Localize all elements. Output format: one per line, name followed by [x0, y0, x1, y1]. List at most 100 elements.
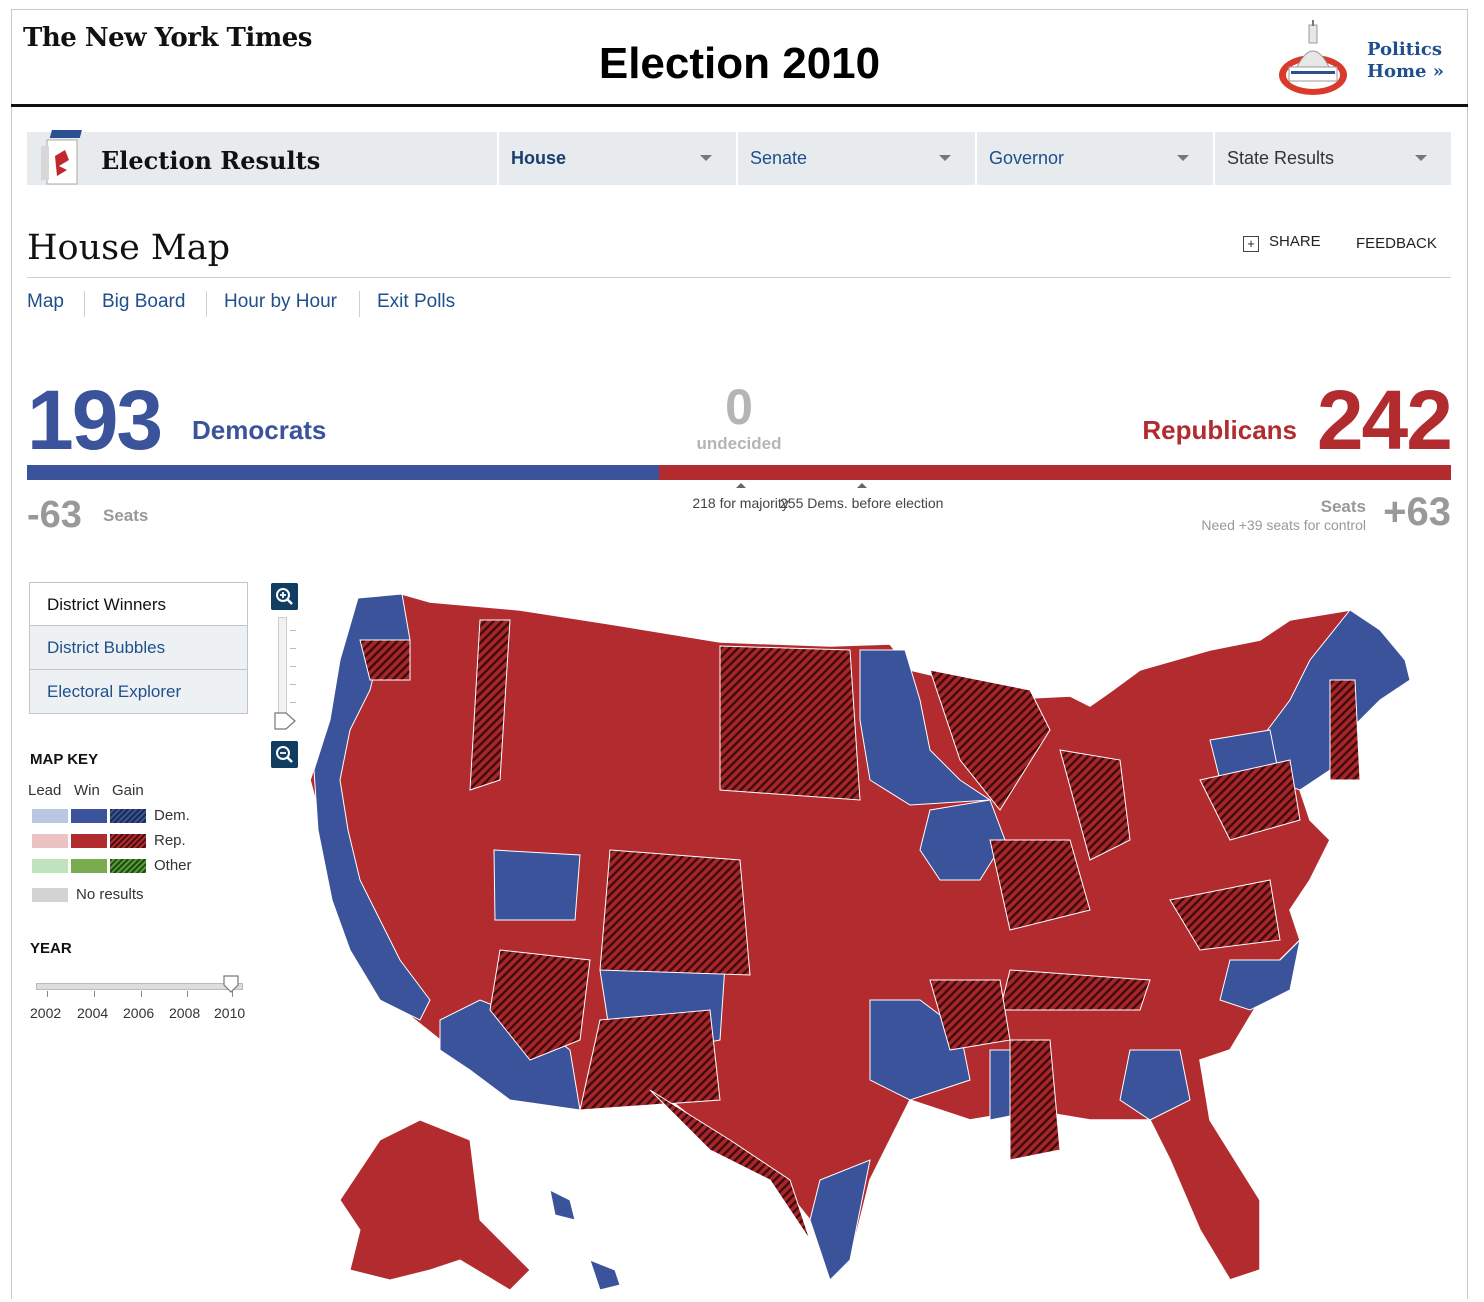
key-col-lead: Lead	[28, 782, 62, 799]
year-label-2002[interactable]: 2002	[30, 1005, 62, 1021]
subnav-map[interactable]: Map	[27, 291, 64, 312]
page-frame	[11, 9, 1468, 1299]
year-tick	[232, 991, 233, 997]
view-electoral-explorer[interactable]: Electoral Explorer	[29, 670, 248, 714]
politics-home-link[interactable]: Politics Home »	[1367, 39, 1444, 83]
subnav-hour-by-hour[interactable]: Hour by Hour	[224, 291, 337, 312]
district-region-rep-gain-north-plains	[719, 645, 861, 801]
capitol-icon[interactable]	[1275, 17, 1351, 97]
year-slider-thumb[interactable]	[223, 975, 239, 993]
dem-seat-count: 193	[27, 373, 163, 467]
key-dem-win-swatch	[71, 809, 107, 823]
district-region-rep-gain-arizona	[489, 949, 591, 1061]
key-rep-gain-swatch	[110, 834, 146, 848]
seat-bar-rep	[658, 465, 1451, 480]
year-label-2008[interactable]: 2008	[169, 1005, 201, 1021]
map-key-title: MAP KEY	[30, 751, 99, 768]
year-tick	[141, 991, 142, 997]
year-tick	[94, 991, 95, 997]
feedback-button[interactable]: FEEDBACK	[1356, 235, 1437, 252]
seat-balance-bar	[27, 465, 1451, 480]
tab-senate-label: Senate	[750, 148, 808, 168]
key-rep-lead-swatch	[32, 834, 68, 848]
district-region-rep-gain-wisconsin	[929, 669, 1051, 811]
year-slider-track[interactable]	[36, 983, 243, 990]
key-dem-label: Dem.	[154, 807, 190, 824]
plus-box-icon: +	[1243, 236, 1259, 252]
chevron-down-icon	[939, 155, 951, 161]
alaska	[339, 1119, 531, 1291]
politics-link-line2[interactable]: Home »	[1367, 61, 1445, 82]
tab-governor-label: Governor	[989, 148, 1065, 168]
tab-governor[interactable]: Governor	[975, 132, 1213, 185]
zoom-tick	[290, 648, 296, 649]
rep-need-text: Need +39 seats for control	[1201, 517, 1366, 533]
us-house-district-map[interactable]	[270, 580, 1470, 1300]
zoom-slider-thumb[interactable]	[274, 712, 296, 730]
rep-seats-label: Seats	[1320, 497, 1366, 516]
majority-text: 218 for majority	[692, 495, 789, 511]
key-dem-gain-swatch	[110, 809, 146, 823]
rep-label: Republicans	[1142, 415, 1297, 445]
year-tick	[47, 991, 48, 997]
politics-link-line1[interactable]: Politics	[1367, 39, 1442, 60]
map-view-list: District Winners District Bubbles Electo…	[29, 582, 248, 714]
view-district-bubbles[interactable]: District Bubbles	[29, 626, 248, 670]
subnav-divider	[84, 291, 85, 317]
district-region-dem-carolinas	[1219, 938, 1301, 1011]
subnav-big-board[interactable]: Big Board	[102, 291, 186, 312]
district-region-rep-gain-tennessee	[999, 969, 1151, 1011]
title-divider	[27, 277, 1451, 278]
tab-house-label: House	[511, 148, 567, 168]
share-label: SHARE	[1269, 233, 1321, 250]
election-results-title[interactable]: Election Results	[101, 146, 321, 175]
district-region-rep-gain-colorado	[599, 849, 751, 976]
key-other-lead-swatch	[32, 859, 68, 873]
undecided-count: 0	[725, 379, 753, 435]
tab-house[interactable]: House	[497, 132, 736, 185]
tab-state-results[interactable]: State Results	[1213, 132, 1451, 185]
district-region-dem-hawaii	[589, 1259, 621, 1291]
share-button[interactable]: + SHARE	[1243, 233, 1321, 252]
nyt-logo[interactable]: The New York Times	[23, 23, 312, 53]
district-region-rep-gain-mississippi	[1009, 1039, 1061, 1161]
year-label-2004[interactable]: 2004	[77, 1005, 109, 1021]
district-region-dem-mountain	[493, 849, 581, 921]
dem-seats-label: Seats	[103, 506, 149, 525]
district-region-rep-gain-ohio-valley	[989, 839, 1091, 931]
key-other-gain-swatch	[110, 859, 146, 873]
year-label-2006[interactable]: 2006	[123, 1005, 155, 1021]
view-district-winners[interactable]: District Winners	[29, 582, 248, 626]
edition-title: Election 2010	[598, 39, 881, 88]
key-col-gain: Gain	[112, 782, 144, 799]
tab-state-results-label: State Results	[1227, 148, 1335, 168]
tab-senate[interactable]: Senate	[736, 132, 975, 185]
district-region-dem-southeast	[1119, 1049, 1191, 1121]
year-tick	[187, 991, 188, 997]
zoom-out-icon[interactable]	[271, 741, 298, 768]
key-dem-lead-swatch	[32, 809, 68, 823]
subnav-exit-polls[interactable]: Exit Polls	[377, 291, 456, 312]
district-region-dem-lower-texas	[809, 1159, 871, 1281]
key-other-win-swatch	[71, 859, 107, 873]
key-no-results-swatch	[32, 888, 68, 902]
year-label-2010[interactable]: 2010	[214, 1005, 246, 1021]
masthead: The New York Times Election 2010 Politic…	[11, 9, 1468, 107]
undecided-label: undecided	[696, 434, 782, 453]
district-region-dem-upper-midwest	[859, 649, 992, 806]
zoom-tick	[290, 702, 296, 703]
rep-seat-count: 242	[1316, 373, 1453, 467]
before-election-text: 255 Dems. before election	[780, 495, 944, 511]
rep-seat-change: +63	[1383, 490, 1451, 534]
zoom-tick	[290, 630, 296, 631]
subnav-divider	[359, 291, 360, 317]
zoom-in-icon[interactable]	[271, 583, 298, 610]
election-nav-bar: Election Results House Senate Governor S…	[27, 130, 1451, 185]
ballot-box-icon	[41, 130, 82, 185]
district-region-dem-great-lakes	[919, 799, 1006, 881]
district-region-rep-gain-new-mexico-south	[579, 1009, 721, 1111]
district-region-rep-gain-new-hampshire	[1329, 679, 1361, 781]
district-region-rep-gain-virginia	[1169, 879, 1281, 951]
key-rep-win-swatch	[71, 834, 107, 848]
dem-seat-change: -63	[27, 494, 82, 536]
